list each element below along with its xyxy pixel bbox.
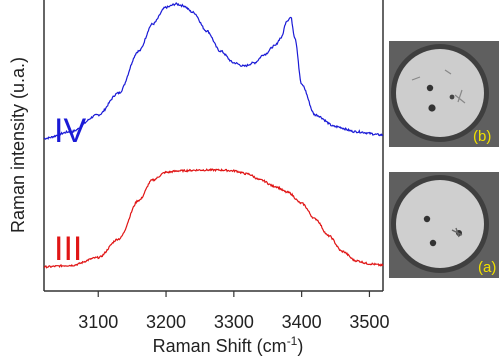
- x-tick-label: 3200: [146, 312, 186, 332]
- x-axis-title-sup: -1: [287, 334, 298, 348]
- x-tick-label: 3500: [349, 312, 389, 332]
- micrograph-a-label: (a): [478, 259, 496, 276]
- micrograph-b-label: (b): [473, 128, 491, 145]
- micrograph-a: (a): [389, 172, 499, 278]
- micrograph-b: (b): [389, 41, 499, 147]
- x-ticks: 3100 3200 3300 3400 3500: [78, 291, 389, 332]
- x-tick-label: 3300: [214, 312, 254, 332]
- series-tag-iii: III: [54, 230, 82, 268]
- series-line-iii: [43, 167, 384, 269]
- series-group: [43, 2, 384, 269]
- y-axis-title: Raman intensity (u.a.): [8, 57, 28, 233]
- x-axis-title: Raman Shift (cm-1): [153, 334, 304, 356]
- series-line-iv: [43, 2, 384, 140]
- x-tick-label: 3400: [282, 312, 322, 332]
- series-tag-iv: IV: [54, 112, 86, 150]
- x-tick-label: 3100: [78, 312, 118, 332]
